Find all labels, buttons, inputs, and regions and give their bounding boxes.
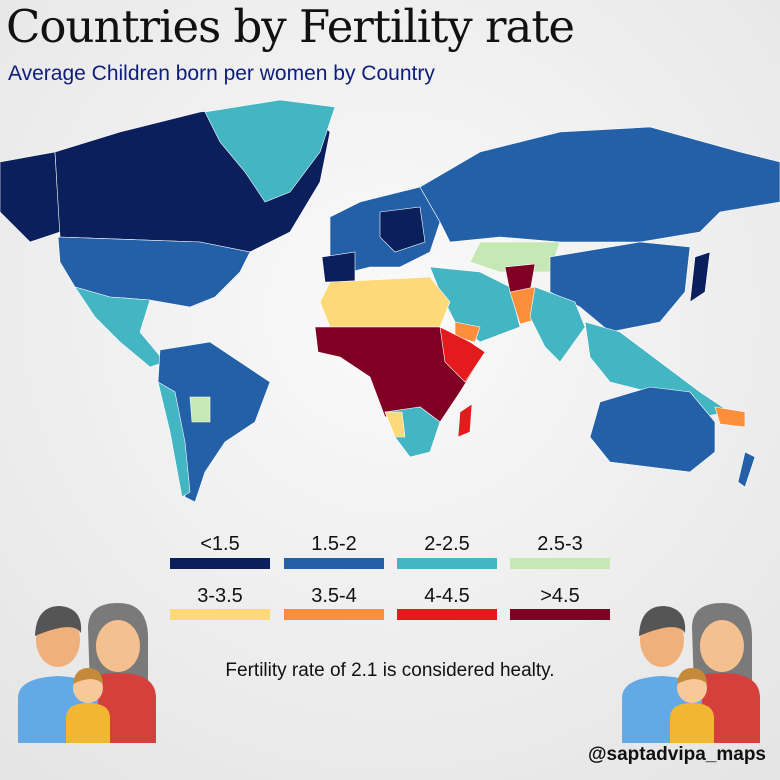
legend-label: 3.5-4: [311, 585, 357, 607]
region-east-africa: [439, 326, 486, 383]
region-madagascar: [457, 403, 473, 438]
family-icon: [622, 603, 760, 743]
region-north-africa: [319, 276, 451, 328]
region-japan: [689, 251, 711, 303]
page-subtitle: Average Children born per women by Count…: [8, 62, 435, 85]
page-title: Countries by Fertility rate: [6, 0, 575, 53]
region-yemen: [454, 321, 481, 343]
legend-label: >4.5: [540, 585, 580, 607]
region-new-zealand: [737, 451, 756, 488]
legend-swatch: [170, 609, 270, 620]
region-bolivia: [189, 396, 211, 423]
legend-label: 4-4.5: [424, 585, 470, 607]
region-iberia: [321, 251, 356, 283]
region-alaska: [0, 151, 61, 243]
region-se-asia: [584, 321, 731, 418]
region-greenland: [204, 99, 336, 203]
region-namibia: [384, 411, 406, 438]
legend-swatch: [170, 558, 270, 569]
world-map: [0, 99, 780, 503]
legend-label: 2.5-3: [537, 533, 583, 555]
region-png: [714, 406, 746, 428]
legend-label: <1.5: [200, 533, 240, 555]
author-handle: @saptadvipa_maps: [588, 744, 766, 765]
legend-swatch: [284, 609, 384, 620]
legend-swatch: [397, 558, 497, 569]
region-europe-low: [379, 206, 426, 253]
region-russia: [419, 126, 780, 243]
family-icon: [18, 603, 156, 743]
legend-swatch: [510, 609, 610, 620]
legend-label: 1.5-2: [311, 533, 357, 555]
region-usa: [57, 236, 251, 308]
legend-label: 2-2.5: [424, 533, 470, 555]
region-australia: [589, 386, 716, 473]
footnote: Fertility rate of 2.1 is considered heal…: [225, 660, 555, 681]
legend-label: 3-3.5: [197, 585, 243, 607]
legend-swatch: [284, 558, 384, 569]
region-andes: [157, 381, 191, 498]
region-india: [529, 286, 586, 363]
legend-swatch: [510, 558, 610, 569]
legend-swatch: [397, 609, 497, 620]
